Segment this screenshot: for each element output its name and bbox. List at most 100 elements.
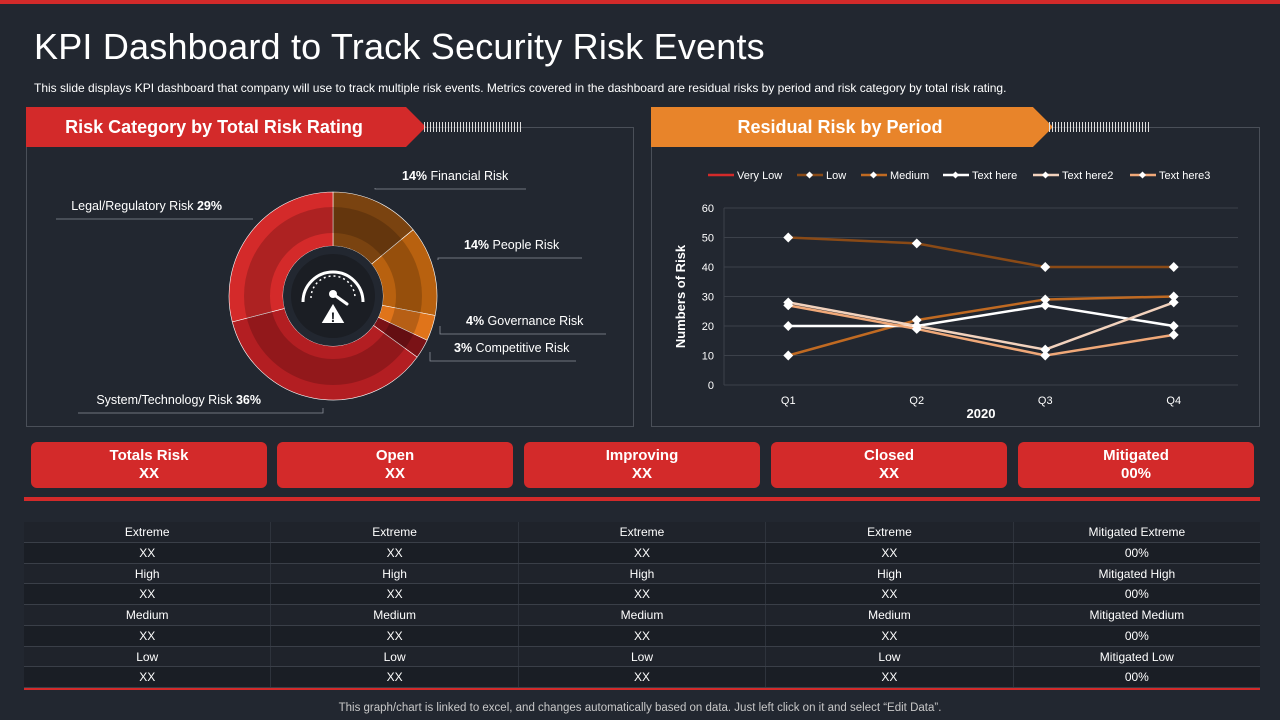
- table-cell: Low: [24, 646, 272, 667]
- y-tick-label: 30: [702, 292, 714, 304]
- table-cell: XX: [519, 542, 767, 563]
- decorative-hatch: [1049, 122, 1149, 132]
- table-bottom-line: [24, 688, 1260, 690]
- kpi-label: Mitigated: [1103, 447, 1169, 464]
- data-point: [1168, 291, 1179, 302]
- data-point: [783, 232, 794, 243]
- slice-label-pct: 4%: [466, 314, 488, 328]
- table-row: XX XX XX XX 00%: [24, 667, 1260, 688]
- legend-label: Medium: [890, 170, 929, 182]
- table-cell: XX: [271, 667, 519, 687]
- table-cell: Mitigated Medium: [1089, 608, 1185, 622]
- leader-line: [78, 408, 324, 414]
- series-line: [788, 301, 1175, 351]
- legend-marker: [1138, 171, 1147, 179]
- table-cell: XX: [766, 584, 1014, 604]
- legend-marker: [869, 171, 878, 179]
- table-row: Extreme Extreme Extreme Extreme Mitigated Ex…: [24, 522, 1260, 543]
- table-row: Medium Medium Medium Medium Mitigated Medium: [24, 605, 1260, 626]
- table-row: XX XX XX XX 00%: [24, 625, 1260, 647]
- legend-label: Very Low: [737, 170, 782, 182]
- table-cell: High: [24, 563, 272, 584]
- table-row: XX XX XX XX 00%: [24, 584, 1260, 605]
- y-tick-label: 40: [702, 262, 714, 274]
- kpi-value: XX: [384, 465, 405, 482]
- data-point: [783, 350, 794, 361]
- data-point: [1040, 262, 1051, 272]
- residual-risk-line-chart[interactable]: 0 10 20 30 40 50 60 Q1 Q2 Q3 Q4 2020 Numbers of Risk…: [651, 147, 1260, 427]
- x-tick-label: Q1: [781, 395, 796, 407]
- table-cell: XX: [24, 584, 272, 604]
- legend-label: Low: [826, 170, 846, 182]
- table-cell: 00%: [1124, 587, 1149, 602]
- slice-label-name: Governance Risk: [488, 314, 585, 328]
- footer-note: This graph/chart is linked to excel, and…: [338, 702, 942, 714]
- table-cell: 00%: [1124, 670, 1149, 685]
- table-cell: Medium: [519, 605, 767, 625]
- donut-inner-shade: [244, 207, 422, 385]
- gauge-hub: [329, 290, 337, 298]
- data-point: [1040, 350, 1051, 361]
- legend-marker: [805, 171, 814, 179]
- kpi-label: Totals Risk: [109, 447, 189, 464]
- y-axis-label: Numbers of Risk: [673, 244, 688, 348]
- table-cell: XX: [271, 542, 519, 563]
- legend-marker: [1041, 171, 1050, 179]
- x-tick-label: Q2: [909, 395, 924, 407]
- y-tick-label: 50: [702, 233, 714, 245]
- table-cell: Low: [271, 646, 519, 667]
- data-point: [783, 300, 794, 311]
- table-cell: High: [766, 563, 1014, 584]
- table-cell: Extreme: [766, 522, 1014, 542]
- table-cell: XX: [519, 625, 767, 646]
- risk-category-banner: Risk Category by Total Risk Rating: [26, 107, 426, 147]
- slice-label-name: Financial Risk: [431, 169, 510, 183]
- residual-risk-banner: Residual Risk by Period: [651, 107, 1053, 147]
- x-tick-label: Q3: [1038, 395, 1053, 407]
- table-cell: XX: [766, 625, 1014, 646]
- risk-table: Extreme Extreme Extreme Extreme Mitigated Ex…: [24, 522, 1260, 688]
- data-point: [911, 324, 922, 334]
- table-cell: Extreme: [519, 522, 767, 542]
- kpi-closed: Closed XX: [771, 442, 1007, 488]
- slice-label-name: People Risk: [493, 238, 560, 252]
- top-accent-bar: [0, 0, 1280, 4]
- data-point: [1040, 344, 1051, 355]
- leader-line: [439, 326, 606, 335]
- table-cell: XX: [519, 584, 767, 604]
- leader-line: [374, 188, 526, 190]
- warning-triangle: [318, 300, 348, 325]
- gauge-arc: [301, 270, 365, 303]
- table-cell: 00%: [1124, 628, 1149, 643]
- slice-label: System/Technology Risk 36%: [96, 393, 261, 407]
- series-line: [788, 236, 1174, 269]
- leader-line: [429, 352, 576, 362]
- slice-label-pct: 14%: [402, 169, 431, 183]
- table-cell: XX: [24, 625, 272, 646]
- kpi-totals-risk: Totals Risk XX: [31, 442, 267, 488]
- table-row: High High High High Mitigated High: [24, 563, 1260, 585]
- data-point: [911, 238, 922, 249]
- data-point: [1168, 321, 1179, 331]
- y-tick-label: 10: [702, 351, 714, 363]
- slice-label: 3% Competitive Risk: [454, 341, 570, 355]
- series-line: [788, 304, 1174, 357]
- decorative-hatch: [424, 122, 522, 132]
- table-cell: XX: [519, 667, 767, 687]
- table-cell: High: [271, 563, 519, 584]
- kpi-mitigated: Mitigated 00%: [1018, 442, 1254, 488]
- slice-label: 4% Governance Risk: [466, 314, 584, 328]
- slice-label: Legal/Regulatory Risk 29%: [71, 199, 222, 213]
- table-cell: High: [519, 563, 767, 584]
- data-point: [1168, 329, 1179, 340]
- legend-label: Text here3: [1159, 170, 1210, 182]
- kpi-open: Open XX: [277, 442, 513, 488]
- y-tick-label: 20: [702, 321, 714, 333]
- legend-marker: [951, 171, 960, 179]
- kpi-value: XX: [138, 465, 159, 482]
- slice-label-pct: 3%: [454, 341, 476, 355]
- table-cell: Medium: [766, 605, 1014, 625]
- table-cell: Medium: [24, 605, 272, 625]
- kpi-label: Open: [375, 447, 415, 464]
